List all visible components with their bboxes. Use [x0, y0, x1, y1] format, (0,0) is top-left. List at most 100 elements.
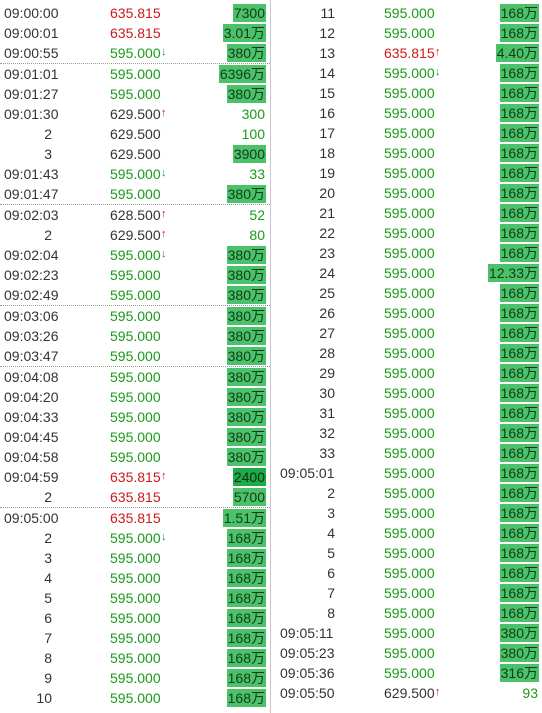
tick-row[interactable]: 09:04:59 635.815 ↑ 2400	[0, 467, 270, 487]
tick-row[interactable]: 2 595.000 168万	[272, 483, 542, 503]
tick-row[interactable]: 30 595.000 168万	[272, 383, 542, 403]
tick-volume: 168万	[226, 609, 266, 627]
tick-row[interactable]: 33 595.000 168万	[272, 443, 542, 463]
tick-row[interactable]: 2 629.500 100	[0, 124, 270, 144]
tick-row[interactable]: 09:02:04 595.000 ↓ 380万	[0, 245, 270, 265]
tick-row[interactable]: 11 595.000 168万	[272, 3, 542, 23]
tick-volume: 168万	[499, 444, 539, 462]
tick-row[interactable]: 20 595.000 168万	[272, 183, 542, 203]
tick-row[interactable]: 09:03:26 595.000 380万	[0, 326, 270, 346]
tick-row[interactable]: 28 595.000 168万	[272, 343, 542, 363]
tick-row[interactable]: 24 595.000 12.33万	[272, 263, 542, 283]
tick-volume: 168万	[499, 564, 539, 582]
tick-row[interactable]: 09:00:55 595.000 ↓ 380万	[0, 43, 270, 63]
tick-row[interactable]: 09:01:01 595.000 6396万	[0, 63, 270, 84]
tick-time: 09:05:23	[280, 645, 335, 661]
tick-row[interactable]: 09:01:43 595.000 ↓ 33	[0, 164, 270, 184]
tick-row[interactable]: 2 635.815 5700	[0, 487, 270, 507]
tick-volume: 168万	[499, 364, 539, 382]
tick-price: 595.000	[110, 650, 161, 666]
tick-price: 595.000	[110, 429, 161, 445]
tick-row[interactable]: 09:03:47 595.000 380万	[0, 346, 270, 366]
tick-row[interactable]: 09:01:27 595.000 380万	[0, 84, 270, 104]
tick-row[interactable]: 7 595.000 168万	[0, 628, 270, 648]
tick-price: 595.000	[384, 525, 435, 541]
tick-row[interactable]: 22 595.000 168万	[272, 223, 542, 243]
tick-volume: 380万	[226, 428, 266, 446]
tick-row[interactable]: 09:02:23 595.000 380万	[0, 265, 270, 285]
tick-row[interactable]: 9 595.000 168万	[0, 668, 270, 688]
tick-sequence-number: 12	[319, 25, 335, 41]
tick-sequence-number: 30	[319, 385, 335, 401]
tick-row[interactable]: 09:05:01 595.000 168万	[272, 463, 542, 483]
tick-row[interactable]: 29 595.000 168万	[272, 363, 542, 383]
tick-row[interactable]: 09:03:06 595.000 380万	[0, 305, 270, 326]
tick-row[interactable]: 4 595.000 168万	[0, 568, 270, 588]
tick-price: 595.000	[384, 225, 435, 241]
tick-row[interactable]: 09:04:33 595.000 380万	[0, 407, 270, 427]
tick-row[interactable]: 25 595.000 168万	[272, 283, 542, 303]
tick-sequence-number: 19	[319, 165, 335, 181]
tick-row[interactable]: 19 595.000 168万	[272, 163, 542, 183]
arrow-up-icon: ↑	[161, 470, 167, 482]
tick-row[interactable]: 8 595.000 168万	[0, 648, 270, 668]
tick-row[interactable]: 15 595.000 168万	[272, 83, 542, 103]
tick-row[interactable]: 12 595.000 168万	[272, 23, 542, 43]
tick-row[interactable]: 5 595.000 168万	[272, 543, 542, 563]
tick-time: 09:01:43	[4, 166, 59, 182]
tick-price: 635.815	[110, 5, 161, 21]
tick-price: 595.000	[384, 145, 435, 161]
tick-row[interactable]: 09:04:58 595.000 380万	[0, 447, 270, 467]
tick-volume: 93	[522, 685, 538, 701]
tick-row[interactable]: 31 595.000 168万	[272, 403, 542, 423]
tick-row[interactable]: 8 595.000 168万	[272, 603, 542, 623]
tick-row[interactable]: 4 595.000 168万	[272, 523, 542, 543]
tick-row[interactable]: 2 629.500 ↑ 80	[0, 225, 270, 245]
tick-row[interactable]: 09:00:00 635.815 7300	[0, 3, 270, 23]
tick-row[interactable]: 32 595.000 168万	[272, 423, 542, 443]
tick-volume: 168万	[499, 24, 539, 42]
tick-row[interactable]: 6 595.000 168万	[0, 608, 270, 628]
tick-volume: 380万	[226, 368, 266, 386]
tick-row[interactable]: 3 629.500 3900	[0, 144, 270, 164]
tick-sequence-number: 16	[319, 105, 335, 121]
tick-row[interactable]: 09:05:11 595.000 380万	[272, 623, 542, 643]
tick-row[interactable]: 09:01:30 629.500 ↑ 300	[0, 104, 270, 124]
tick-row[interactable]: 09:05:00 635.815 1.51万	[0, 507, 270, 528]
tick-row[interactable]: 14 595.000 ↓ 168万	[272, 63, 542, 83]
tick-price: 635.815	[110, 25, 161, 41]
tick-row[interactable]: 21 595.000 168万	[272, 203, 542, 223]
tick-row[interactable]: 3 595.000 168万	[272, 503, 542, 523]
tick-row[interactable]: 09:04:08 595.000 380万	[0, 366, 270, 387]
tick-row[interactable]: 13 635.815 ↑ 4.40万	[272, 43, 542, 63]
tick-row[interactable]: 09:04:45 595.000 380万	[0, 427, 270, 447]
tick-row[interactable]: 09:02:03 628.500 ↑ 52	[0, 204, 270, 225]
tick-row[interactable]: 10 595.000 168万	[0, 688, 270, 708]
tick-row[interactable]: 2 595.000 ↓ 168万	[0, 528, 270, 548]
tick-row[interactable]: 09:00:01 635.815 3.01万	[0, 23, 270, 43]
tick-time: 09:02:04	[4, 247, 59, 263]
tick-row[interactable]: 7 595.000 168万	[272, 583, 542, 603]
tick-row[interactable]: 6 595.000 168万	[272, 563, 542, 583]
tick-sequence-number: 8	[327, 605, 335, 621]
tick-row[interactable]: 27 595.000 168万	[272, 323, 542, 343]
tick-row[interactable]: 09:01:47 595.000 380万	[0, 184, 270, 204]
tick-sequence-number: 32	[319, 425, 335, 441]
tick-price: 595.000	[384, 325, 435, 341]
tick-row[interactable]: 18 595.000 168万	[272, 143, 542, 163]
tick-volume: 380万	[226, 307, 266, 325]
tick-price: 595.000	[384, 665, 435, 681]
tick-row[interactable]: 09:05:36 595.000 316万	[272, 663, 542, 683]
arrow-down-icon: ↓	[161, 46, 167, 58]
tick-row[interactable]: 17 595.000 168万	[272, 123, 542, 143]
tick-row[interactable]: 26 595.000 168万	[272, 303, 542, 323]
tick-row[interactable]: 5 595.000 168万	[0, 588, 270, 608]
tick-row[interactable]: 3 595.000 168万	[0, 548, 270, 568]
tick-row[interactable]: 16 595.000 168万	[272, 103, 542, 123]
tick-row[interactable]: 23 595.000 168万	[272, 243, 542, 263]
tick-row[interactable]: 09:05:23 595.000 380万	[272, 643, 542, 663]
tick-row[interactable]: 09:04:20 595.000 380万	[0, 387, 270, 407]
tick-row[interactable]: 09:05:50 629.500 ↑ 93	[272, 683, 542, 703]
tick-row[interactable]: 09:02:49 595.000 380万	[0, 285, 270, 305]
tick-price: 595.000	[384, 445, 435, 461]
